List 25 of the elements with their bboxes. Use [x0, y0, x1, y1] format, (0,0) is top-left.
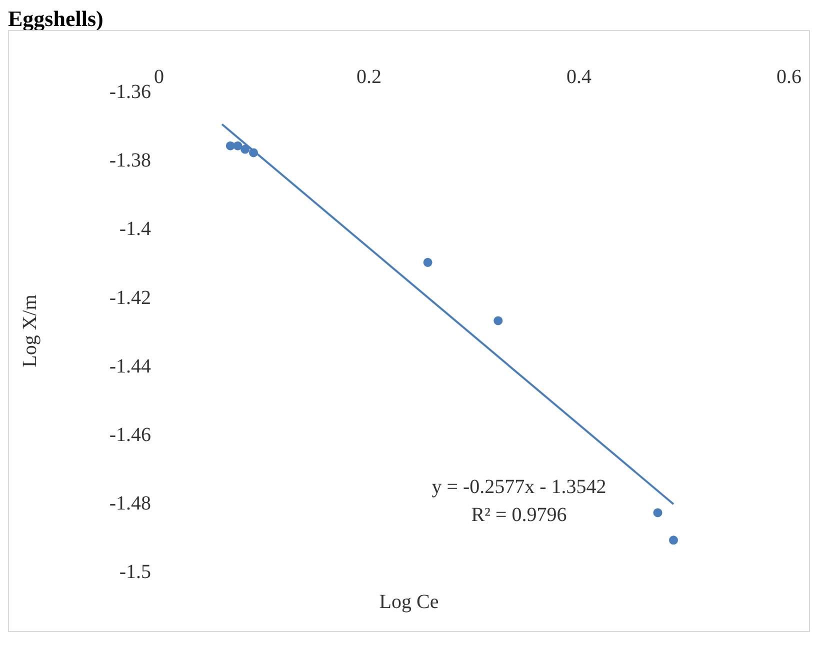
y-tick-label: -1.48: [109, 492, 151, 515]
x-tick-label: 0.2: [356, 66, 382, 88]
y-tick-label: -1.36: [109, 81, 151, 104]
annotation: R² = 0.9796: [470, 504, 568, 527]
y-tick-label: -1.42: [109, 286, 151, 309]
point: [494, 316, 503, 326]
y-tick-label: -1.46: [109, 424, 151, 446]
y-tick-label: -1.5: [119, 561, 151, 584]
point: [423, 258, 432, 267]
y-tick-label: -1.38: [109, 150, 151, 172]
y-tick-label: -1.44: [109, 355, 151, 378]
annotation: y = -0.2577x - 1.3542: [430, 476, 608, 499]
x-tick-label: 0: [154, 66, 164, 88]
point: [668, 536, 678, 545]
y-axis-title: Log X/m: [19, 294, 42, 368]
point: [226, 141, 235, 150]
point: [653, 508, 662, 518]
point: [240, 144, 250, 154]
point: [233, 141, 242, 150]
chart-title: Eggshells): [8, 6, 104, 31]
x-tick-label: 0.4: [566, 66, 592, 88]
x-tick-label: 0.6: [776, 66, 802, 88]
point: [248, 148, 258, 158]
x-axis-title: Log Ce: [378, 591, 440, 614]
y-tick-label: -1.4: [119, 218, 151, 240]
